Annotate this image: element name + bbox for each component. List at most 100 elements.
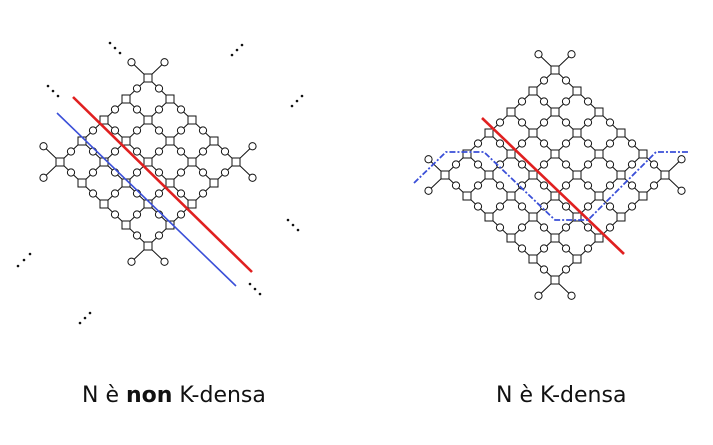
right-place-circle-node-icon [495, 223, 505, 232]
right-place-circle-node-icon [495, 118, 505, 127]
left-place-circle-node-icon [220, 147, 230, 156]
left-right-ellipsis-dots-icon [290, 104, 294, 108]
right-nodes [424, 50, 686, 300]
left-place-circle-node-icon [154, 105, 164, 114]
right-transition-square-node-icon [484, 128, 494, 138]
left-nodes [39, 58, 257, 266]
right-place-circle-node-icon [561, 202, 571, 211]
left-transition-square-node-icon [143, 157, 153, 167]
left-place-circle-node-icon [110, 126, 120, 135]
left-top-right-ellipsis-dots-icon [235, 48, 239, 52]
left-place-circle-node-icon [132, 210, 142, 219]
caption-left-emphasis: non [125, 383, 173, 408]
right-transition-square-node-icon [550, 275, 560, 285]
right-place-circle-node-icon [561, 160, 571, 169]
right-place-circle-node-icon [473, 181, 483, 190]
caption-left-before: N è [82, 383, 126, 408]
left-place-circle-node-icon [110, 147, 120, 156]
left-place-circle-node-icon [176, 105, 186, 114]
left-place-circle-node-icon [110, 189, 120, 198]
left-left-ellipsis-dots-icon [56, 94, 60, 98]
right-place-circle-node-icon [424, 186, 433, 195]
right-place-circle-node-icon [649, 181, 659, 190]
right-transition-square-node-icon [572, 212, 582, 222]
right-place-circle-node-icon [561, 76, 571, 85]
left-bottom-right-ellipsis-dots-icon [248, 282, 252, 286]
left-lower-right-ellipsis-dots-icon [296, 228, 300, 232]
left-right-ellipsis-dots-icon [295, 99, 299, 103]
left-place-circle-node-icon [39, 142, 48, 151]
right-place-circle-node-icon [561, 223, 571, 232]
left-bottom-ellipsis-dots-icon [88, 311, 92, 315]
left-place-circle-node-icon [176, 126, 186, 135]
right-place-circle-node-icon [517, 139, 527, 148]
left-transition-square-node-icon [121, 136, 131, 146]
right-place-circle-node-icon [605, 160, 615, 169]
right-transition-square-node-icon [660, 170, 670, 180]
right-place-circle-node-icon [451, 181, 461, 190]
right-place-circle-node-icon [649, 160, 659, 169]
left-transition-square-node-icon [209, 136, 219, 146]
right-place-circle-node-icon [627, 181, 637, 190]
left-transition-square-node-icon [187, 157, 197, 167]
right-transition-square-node-icon [528, 170, 538, 180]
left-place-circle-node-icon [248, 142, 257, 151]
left-transition-square-node-icon [143, 241, 153, 251]
right-place-circle-node-icon [583, 97, 593, 106]
left-transition-square-node-icon [55, 157, 65, 167]
right-place-circle-node-icon [561, 118, 571, 127]
right-transition-square-node-icon [550, 233, 560, 243]
right-transition-square-node-icon [550, 191, 560, 201]
left-place-circle-node-icon [198, 189, 208, 198]
right-blue-path [413, 151, 690, 221]
left-net-non-k-dense [16, 41, 304, 325]
left-transition-square-node-icon [187, 199, 197, 209]
left-place-circle-node-icon [110, 210, 120, 219]
left-place-circle-node-icon [220, 168, 230, 177]
right-place-circle-node-icon [583, 181, 593, 190]
right-transition-square-node-icon [594, 107, 604, 117]
right-transition-square-node-icon [462, 191, 472, 201]
left-place-circle-node-icon [154, 126, 164, 135]
left-place-circle-node-icon [154, 168, 164, 177]
right-transition-square-node-icon [462, 149, 472, 159]
right-place-circle-node-icon [583, 139, 593, 148]
right-place-circle-node-icon [561, 265, 571, 274]
left-left-ellipsis-dots-icon [51, 89, 55, 93]
right-place-circle-node-icon [567, 291, 576, 300]
caption-left-after: K-densa [172, 383, 266, 408]
left-place-circle-node-icon [176, 210, 186, 219]
left-top-left-ellipsis-dots-icon [108, 41, 112, 45]
right-place-circle-node-icon [473, 202, 483, 211]
right-place-circle-node-icon [517, 97, 527, 106]
right-transition-square-node-icon [594, 191, 604, 201]
right-place-circle-node-icon [605, 202, 615, 211]
left-bottom-right-ellipsis-dots-icon [258, 292, 262, 296]
right-transition-square-node-icon [506, 107, 516, 117]
left-transition-square-node-icon [143, 115, 153, 125]
left-place-circle-node-icon [66, 147, 76, 156]
right-transition-square-node-icon [484, 212, 494, 222]
right-transition-square-node-icon [528, 86, 538, 96]
right-place-circle-node-icon [539, 265, 549, 274]
left-place-circle-node-icon [154, 189, 164, 198]
left-transition-square-node-icon [187, 115, 197, 125]
left-place-circle-node-icon [132, 126, 142, 135]
left-place-circle-node-icon [110, 105, 120, 114]
right-place-circle-node-icon [539, 97, 549, 106]
left-transition-square-node-icon [99, 199, 109, 209]
left-place-circle-node-icon [88, 189, 98, 198]
left-lower-right-ellipsis-dots-icon [286, 218, 290, 222]
right-place-circle-node-icon [539, 244, 549, 253]
right-transition-square-node-icon [440, 170, 450, 180]
left-top-right-ellipsis-dots-icon [230, 53, 234, 57]
left-place-circle-node-icon [132, 168, 142, 177]
left-transition-square-node-icon [165, 94, 175, 104]
left-place-circle-node-icon [176, 189, 186, 198]
left-place-circle-node-icon [198, 168, 208, 177]
right-place-circle-node-icon [495, 139, 505, 148]
left-transition-square-node-icon [165, 136, 175, 146]
left-bottom-ellipsis-dots-icon [78, 321, 82, 325]
left-place-circle-node-icon [176, 168, 186, 177]
